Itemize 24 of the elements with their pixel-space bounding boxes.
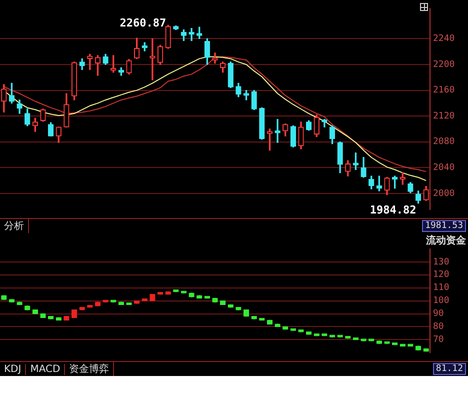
- y-tick-label: 2080: [433, 137, 455, 148]
- y-tick-label: 100: [433, 296, 450, 306]
- text: 81.12: [432, 363, 466, 375]
- annotation: 2260.87: [120, 16, 166, 30]
- y-tick-label: 2200: [433, 60, 455, 70]
- y-tick-label: 2160: [433, 86, 455, 96]
- y-tick-label: 120: [433, 270, 450, 280]
- text: 资金博弈: [65, 362, 114, 376]
- y-tick-label: 110: [433, 283, 450, 294]
- y-tick-label: 2240: [433, 34, 455, 44]
- y-tick-label: 130: [433, 257, 450, 268]
- text: 分析: [0, 219, 29, 233]
- text: KDJ: [0, 364, 26, 374]
- candlestick: [150, 38, 156, 80]
- y-tick-label: 90: [433, 309, 444, 320]
- y-tick-label: 2040: [433, 163, 455, 174]
- y-tick-label: 80: [433, 322, 444, 332]
- chart-title: 流动资金: [425, 234, 467, 247]
- text: 1981.53: [422, 220, 466, 232]
- y-tick-label: 70: [433, 334, 444, 345]
- y-tick-label: 2120: [433, 111, 455, 122]
- text: MACD: [26, 364, 66, 374]
- annotation: 1984.82: [370, 204, 416, 217]
- y-tick-label: 2000: [433, 188, 455, 199]
